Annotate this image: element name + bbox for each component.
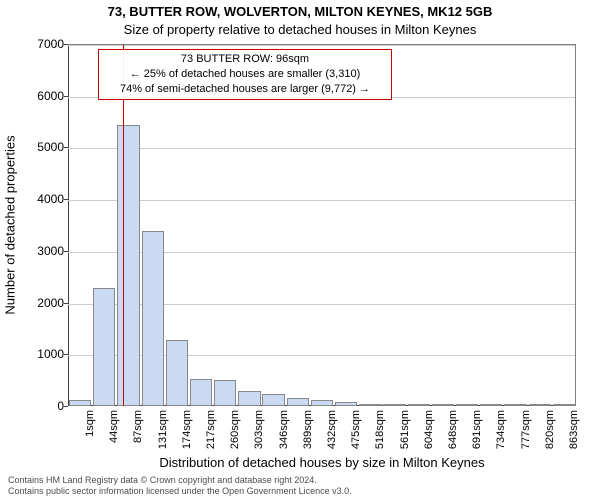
y-tick-mark (64, 199, 68, 200)
y-tick-label: 7000 (24, 37, 64, 51)
x-tick-label: 260sqm (229, 410, 241, 454)
bar (553, 404, 575, 406)
y-tick-mark (64, 96, 68, 97)
bar (287, 398, 309, 406)
y-tick-label: 1000 (24, 347, 64, 361)
x-tick-label: 389sqm (302, 410, 314, 454)
x-tick-label: 691sqm (471, 410, 483, 454)
callout-line-2: ← 25% of detached houses are smaller (3,… (105, 67, 385, 82)
bar (335, 402, 357, 406)
x-tick-label: 475sqm (350, 410, 362, 454)
bar (504, 404, 526, 406)
callout-line-1: 73 BUTTER ROW: 96sqm (105, 52, 385, 67)
bar (117, 125, 139, 406)
bar (432, 404, 454, 406)
y-axis-label: Number of detached properties (3, 135, 18, 314)
x-tick-label: 303sqm (253, 410, 265, 454)
bar (93, 288, 115, 406)
x-tick-label: 131sqm (157, 410, 169, 454)
bar (238, 391, 260, 407)
y-tick-mark (64, 303, 68, 304)
bar (311, 400, 333, 406)
footer: Contains HM Land Registry data © Crown c… (8, 475, 352, 498)
x-tick-label: 820sqm (544, 410, 556, 454)
x-tick-label: 44sqm (108, 410, 120, 454)
bar (480, 404, 502, 406)
footer-line-2: Contains public sector information licen… (8, 486, 352, 497)
bar (69, 400, 91, 406)
bar (529, 404, 551, 406)
y-tick-mark (64, 251, 68, 252)
callout-line-3: 74% of semi-detached houses are larger (… (105, 82, 385, 97)
x-tick-label: 432sqm (326, 410, 338, 454)
x-tick-label: 217sqm (205, 410, 217, 454)
x-tick-label: 734sqm (495, 410, 507, 454)
callout-box: 73 BUTTER ROW: 96sqm ← 25% of detached h… (98, 49, 392, 100)
x-tick-label: 1sqm (84, 410, 96, 454)
y-tick-mark (64, 147, 68, 148)
y-tick-mark (64, 354, 68, 355)
y-tick-label: 2000 (24, 296, 64, 310)
x-tick-label: 174sqm (181, 410, 193, 454)
y-tick-label: 5000 (24, 140, 64, 154)
chart-subtitle: Size of property relative to detached ho… (0, 22, 600, 37)
y-tick-label: 0 (24, 399, 64, 413)
gridline (68, 200, 575, 201)
y-axis-line (68, 45, 69, 406)
x-tick-label: 863sqm (568, 410, 580, 454)
bar (408, 404, 430, 406)
footer-line-1: Contains HM Land Registry data © Crown c… (8, 475, 352, 486)
bar (142, 231, 164, 406)
y-tick-label: 3000 (24, 244, 64, 258)
bar (456, 404, 478, 406)
x-tick-label: 777sqm (520, 410, 532, 454)
x-tick-label: 648sqm (447, 410, 459, 454)
x-tick-label: 87sqm (132, 410, 144, 454)
gridline (68, 45, 575, 46)
y-tick-mark (64, 44, 68, 45)
y-tick-label: 6000 (24, 89, 64, 103)
bar (383, 404, 405, 406)
bar (359, 404, 381, 406)
chart-title: 73, BUTTER ROW, WOLVERTON, MILTON KEYNES… (0, 4, 600, 19)
bar (166, 340, 188, 406)
bar (190, 379, 212, 406)
x-tick-label: 518sqm (374, 410, 386, 454)
x-axis-label: Distribution of detached houses by size … (68, 455, 576, 470)
y-tick-label: 4000 (24, 192, 64, 206)
x-tick-label: 561sqm (399, 410, 411, 454)
bar (262, 394, 284, 406)
x-tick-label: 604sqm (423, 410, 435, 454)
gridline (68, 148, 575, 149)
x-tick-label: 346sqm (278, 410, 290, 454)
y-tick-mark (64, 406, 68, 407)
bar (214, 380, 236, 406)
